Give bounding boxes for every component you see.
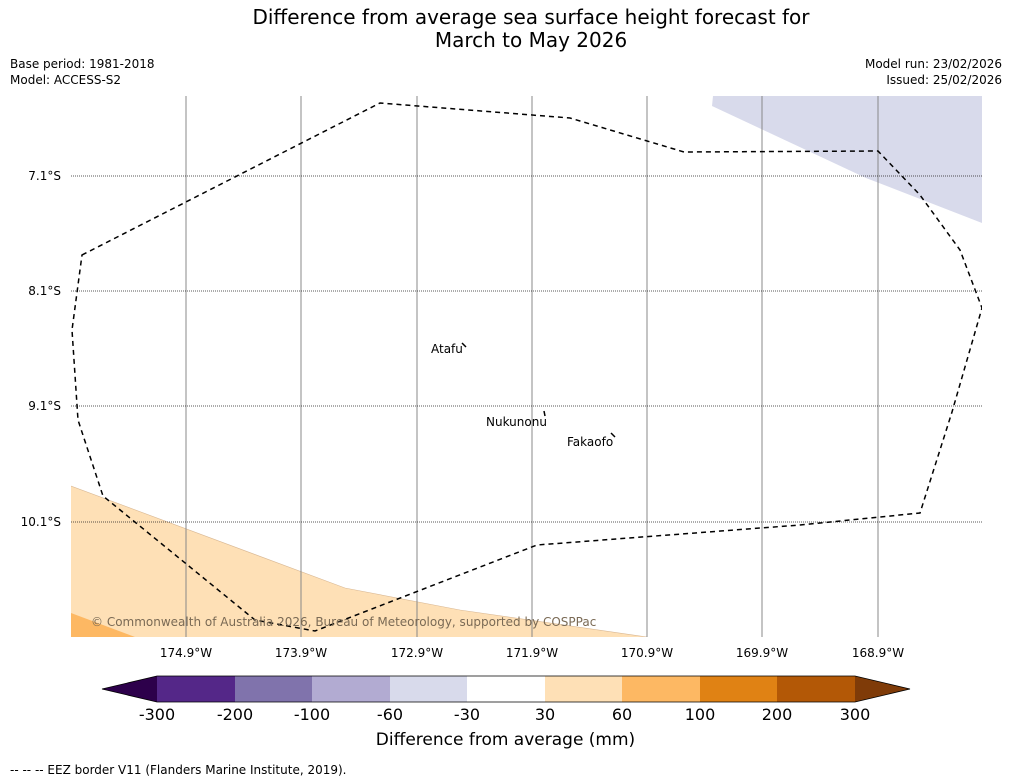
lon-label-172-9: 172.9°W bbox=[390, 646, 444, 660]
base-period: Base period: 1981-2018 bbox=[10, 57, 155, 71]
lon-label-168-9: 168.9°W bbox=[851, 646, 905, 660]
lon-label-169-9: 169.9°W bbox=[735, 646, 789, 660]
colorbar-tick-label: -100 bbox=[293, 705, 331, 724]
model-run: Model run: 23/02/2026 bbox=[864, 57, 1002, 71]
model-name: Model: ACCESS-S2 bbox=[10, 73, 122, 87]
map-title: Difference from average sea surface heig… bbox=[0, 6, 1011, 52]
colorbar bbox=[101, 675, 911, 703]
colorbar-segment bbox=[622, 676, 700, 702]
place-label-fakaofo: Fakaofo bbox=[567, 435, 614, 449]
eez-border bbox=[71, 102, 982, 632]
anomaly-positive-region-medium bbox=[71, 613, 135, 637]
place-label-nukunonu: Nukunonu bbox=[486, 415, 547, 429]
title-line-1: Difference from average sea surface heig… bbox=[252, 5, 810, 29]
anomaly-light-edge bbox=[71, 485, 648, 637]
colorbar-tick-label: 300 bbox=[839, 705, 871, 724]
meta-right: Model run: 23/02/2026 Issued: 25/02/2026 bbox=[865, 56, 1002, 88]
colorbar-segment bbox=[700, 676, 777, 702]
meridian-lines bbox=[185, 96, 879, 637]
colorbar-segment bbox=[545, 676, 622, 702]
nukunonu-atoll-mark bbox=[543, 410, 546, 417]
colorbar-segment bbox=[157, 676, 235, 702]
lat-label-9-1: 9.1°S bbox=[28, 399, 61, 413]
place-label-atafu: Atafu bbox=[431, 342, 463, 356]
colorbar-segment bbox=[777, 676, 855, 702]
colorbar-tick-label: 60 bbox=[611, 705, 633, 724]
colorbar-tick-label: 200 bbox=[761, 705, 793, 724]
meta-left: Base period: 1981-2018 Model: ACCESS-S2 bbox=[10, 56, 155, 88]
fakaofo-atoll-mark bbox=[610, 432, 616, 438]
title-line-2: March to May 2026 bbox=[434, 28, 628, 52]
colorbar-segment bbox=[467, 676, 545, 702]
eez-footer-note: -- -- -- EEZ border V11 (Flanders Marine… bbox=[10, 763, 347, 777]
colorbar-tick-label: -300 bbox=[138, 705, 176, 724]
colorbar-extend-high bbox=[855, 676, 910, 702]
colorbar-label: Difference from average (mm) bbox=[375, 730, 636, 750]
parallel-lines bbox=[71, 175, 982, 523]
anomaly-negative-region bbox=[712, 96, 982, 223]
lon-label-174-9: 174.9°W bbox=[159, 646, 213, 660]
colorbar-segment bbox=[235, 676, 312, 702]
lon-label-171-9: 171.9°W bbox=[505, 646, 559, 660]
lon-label-170-9: 170.9°W bbox=[620, 646, 674, 660]
colorbar-tick-label: -60 bbox=[376, 705, 404, 724]
copyright-notice: © Commonwealth of Australia 2026, Bureau… bbox=[91, 615, 597, 629]
colorbar-tick-label: -30 bbox=[453, 705, 481, 724]
colorbar-segment bbox=[312, 676, 390, 702]
lat-label-10-1: 10.1°S bbox=[20, 515, 61, 529]
lat-label-7-1: 7.1°S bbox=[28, 169, 61, 183]
colorbar-segment bbox=[390, 676, 467, 702]
colorbar-tick-label: 30 bbox=[534, 705, 556, 724]
anomaly-positive-region-light bbox=[71, 486, 647, 637]
colorbar-extend-low bbox=[102, 676, 157, 702]
colorbar-tick-label: -200 bbox=[216, 705, 254, 724]
colorbar-tick-label: 100 bbox=[684, 705, 716, 724]
colorbar-outline bbox=[101, 675, 911, 703]
lat-label-8-1: 8.1°S bbox=[28, 284, 61, 298]
lon-label-173-9: 173.9°W bbox=[274, 646, 328, 660]
issued-date: Issued: 25/02/2026 bbox=[886, 73, 1002, 87]
map-area bbox=[71, 96, 982, 637]
atafu-atoll-mark bbox=[461, 342, 467, 348]
